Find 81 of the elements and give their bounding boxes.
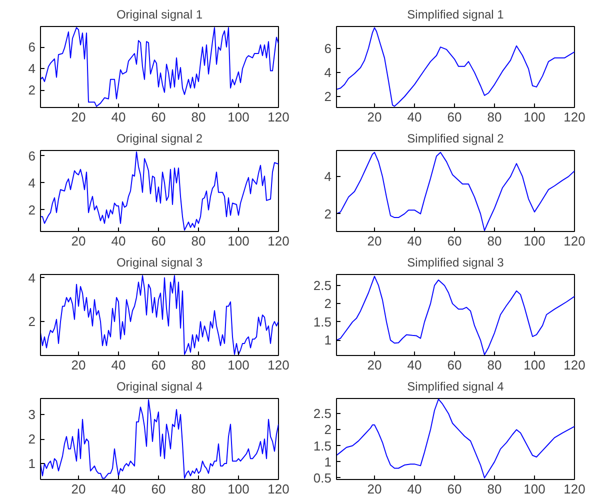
x-tick-label: 120 — [268, 234, 290, 248]
y-tick-label: 2 — [28, 202, 36, 218]
x-tick-label: 80 — [487, 110, 502, 124]
y-tick-label: 2.5 — [313, 278, 332, 293]
x-tick-label: 20 — [71, 110, 86, 124]
y-tick-label: 6 — [28, 148, 36, 164]
chart-title: Simplified signal 2 — [407, 132, 504, 146]
x-tick-label: 120 — [268, 110, 290, 124]
x-tick-label: 100 — [524, 110, 546, 124]
x-tick-label: 100 — [228, 482, 250, 496]
chart-title: Original signal 2 — [116, 132, 203, 146]
y-tick-label: 1 — [324, 332, 332, 348]
y-tick-label: 1 — [28, 456, 36, 472]
chart-title: Simplified signal 1 — [407, 8, 504, 22]
y-tick-label: 2 — [324, 422, 332, 438]
x-tick-label: 100 — [524, 482, 546, 496]
x-tick-label: 120 — [268, 482, 290, 496]
y-tick-label: 4 — [28, 270, 36, 286]
x-tick-label: 60 — [151, 234, 166, 248]
y-tick-label: 2 — [28, 82, 36, 98]
x-tick-label: 120 — [564, 482, 586, 496]
x-tick-label: 60 — [151, 110, 166, 124]
x-tick-label: 80 — [191, 358, 206, 372]
chart-title: Simplified signal 3 — [407, 256, 504, 270]
y-tick-label: 2 — [324, 296, 332, 312]
x-tick-label: 60 — [151, 358, 166, 372]
y-tick-label: 2 — [324, 89, 332, 104]
x-tick-label: 20 — [367, 234, 382, 248]
x-tick-label: 20 — [367, 358, 382, 372]
x-tick-label: 40 — [407, 482, 422, 496]
x-tick-label: 120 — [564, 110, 586, 124]
x-tick-label: 120 — [564, 234, 586, 248]
x-tick-label: 20 — [71, 358, 86, 372]
y-tick-label: 2 — [324, 206, 332, 222]
y-tick-label: 4 — [28, 175, 36, 190]
x-tick-label: 20 — [71, 482, 86, 496]
x-tick-label: 60 — [447, 482, 462, 496]
y-tick-label: 6 — [324, 40, 332, 56]
x-tick-label: 80 — [487, 358, 502, 372]
y-tick-label: 1.5 — [313, 438, 332, 454]
x-tick-label: 100 — [524, 358, 546, 372]
chart-title: Original signal 4 — [116, 380, 203, 394]
x-tick-label: 60 — [447, 358, 462, 372]
x-tick-label: 20 — [367, 482, 382, 496]
x-tick-label: 40 — [407, 234, 422, 248]
x-tick-label: 80 — [191, 110, 206, 124]
x-tick-label: 60 — [151, 482, 166, 496]
y-tick-label: 2 — [28, 314, 36, 330]
chart-title: Original signal 3 — [116, 256, 203, 270]
x-tick-label: 40 — [111, 358, 126, 372]
x-tick-label: 40 — [111, 234, 126, 248]
x-tick-label: 60 — [447, 110, 462, 124]
chart-title: Simplified signal 4 — [407, 380, 504, 394]
x-tick-label: 60 — [447, 234, 462, 248]
x-tick-label: 120 — [268, 358, 290, 372]
x-tick-label: 100 — [228, 358, 250, 372]
x-tick-label: 40 — [111, 110, 126, 124]
y-tick-label: 3 — [28, 406, 36, 422]
x-tick-label: 20 — [367, 110, 382, 124]
x-tick-label: 80 — [487, 234, 502, 248]
y-tick-label: 0.5 — [313, 470, 332, 486]
x-tick-label: 40 — [407, 358, 422, 372]
x-tick-label: 100 — [524, 234, 546, 248]
x-tick-label: 40 — [111, 482, 126, 496]
x-tick-label: 100 — [228, 110, 250, 124]
y-tick-label: 6 — [28, 40, 36, 55]
y-tick-label: 4 — [324, 169, 332, 184]
x-tick-label: 80 — [487, 482, 502, 496]
x-tick-label: 80 — [191, 234, 206, 248]
y-tick-label: 2.5 — [313, 406, 332, 422]
y-tick-label: 1 — [324, 454, 332, 470]
x-tick-label: 20 — [71, 234, 86, 248]
y-tick-label: 4 — [28, 61, 36, 76]
chart-title: Original signal 1 — [116, 8, 203, 22]
x-tick-label: 100 — [228, 234, 250, 248]
x-tick-label: 80 — [191, 482, 206, 496]
x-tick-label: 40 — [407, 110, 422, 124]
y-tick-label: 4 — [324, 64, 332, 80]
y-tick-label: 1.5 — [313, 314, 332, 330]
x-tick-label: 120 — [564, 358, 586, 372]
y-tick-label: 2 — [28, 432, 36, 446]
